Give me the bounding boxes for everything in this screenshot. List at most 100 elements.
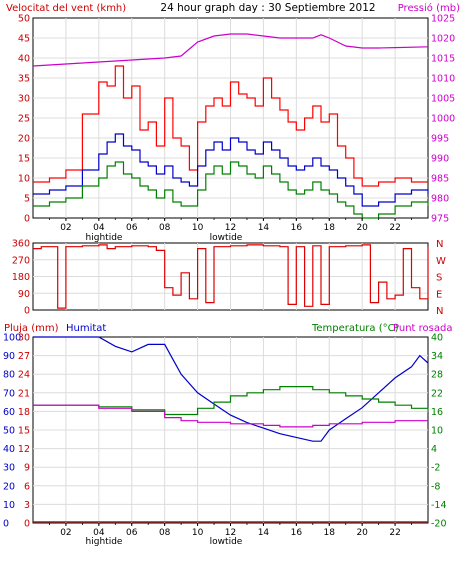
wind-axis-label: Velocitat del vent (kmh) (6, 3, 126, 14)
wind-x-tick-label: 08 (159, 223, 171, 233)
wind-y-tick-label: 20 (18, 134, 30, 145)
humidity-y-tick-label: 100 (3, 333, 21, 344)
humidity-y-tick-label: 50 (3, 426, 15, 437)
wind-y-tick-label: 30 (18, 94, 30, 105)
rain-y-tick-label: 15 (18, 426, 30, 437)
humidity-y-tick-label: 10 (3, 500, 15, 511)
humidity-y-tick-label: 90 (3, 351, 15, 362)
direction-y-tick-label: 0 (24, 306, 30, 317)
temperature-y-tick-label: 40 (431, 333, 443, 344)
rain-y-tick-label: 27 (18, 351, 30, 362)
wind-y-tick-label: 10 (18, 174, 30, 185)
pressure-y-tick-label: 985 (431, 174, 449, 185)
wind-x-tick-label: 02 (60, 223, 71, 233)
pressure-y-tick-label: 975 (431, 214, 449, 225)
wind-y-tick-label: 50 (18, 14, 30, 25)
wind-y-tick-label: 5 (24, 194, 30, 205)
pressure-axis-label: Pressió (mb) (398, 2, 460, 14)
temperature-y-tick-label: 4 (431, 444, 437, 455)
chart-title: 24 hour graph day : 30 Septiembre 2012 (160, 2, 375, 14)
direction-y-tick-label: 360 (12, 239, 30, 250)
humidity-y-tick-label: 80 (3, 370, 15, 381)
temperature-y-tick-label: 34 (431, 351, 443, 362)
tide-label-high-1: hightide (86, 233, 123, 243)
temperature-y-axis-ticks: -20 -14 -8 -2 4 10 16 22 28 34 40 (431, 333, 447, 530)
climate-x-tick-label: 02 (60, 528, 71, 538)
compass-label: E (436, 289, 442, 300)
pressure-y-tick-label: 1020 (431, 34, 455, 45)
wind-y-tick-label: 45 (18, 34, 30, 45)
rain-y-tick-label: 12 (18, 444, 30, 455)
compass-label: S (436, 273, 442, 284)
series-wind_min (33, 161, 429, 219)
rain-y-tick-label: 24 (18, 370, 30, 381)
wind-x-tick-label: 18 (324, 223, 336, 233)
temperature-axis-label: Temperatura (°C) (311, 323, 399, 334)
wind-x-tick-label: 10 (192, 223, 204, 233)
pressure-y-tick-label: 990 (431, 154, 449, 165)
pressure-y-tick-label: 1010 (431, 74, 455, 85)
tide-label-low-1: lowtide (210, 233, 243, 243)
wind-x-tick-label: 22 (389, 223, 400, 233)
temperature-y-tick-label: -8 (431, 481, 440, 492)
humidity-y-tick-label: 70 (3, 388, 15, 399)
wind-y-tick-label: 40 (18, 54, 30, 65)
rain-axis-label: Pluja (mm) (4, 323, 59, 334)
pressure-y-tick-label: 980 (431, 194, 449, 205)
direction-y-tick-label: 270 (12, 255, 30, 266)
wind-x-tick-label: 06 (126, 223, 138, 233)
climate-x-tick-label: 16 (291, 528, 303, 538)
rain-y-tick-label: 30 (18, 333, 30, 344)
rain-y-tick-label: 9 (24, 463, 30, 474)
climate-x-tick-label: 18 (324, 528, 336, 538)
wind-y-tick-label: 35 (18, 74, 30, 85)
series-humidity (33, 336, 429, 442)
rain-y-tick-label: 6 (24, 481, 30, 492)
temperature-y-tick-label: 16 (431, 407, 443, 418)
climate-x-tick-label: 08 (159, 528, 171, 538)
direction-y-tick-label: 180 (12, 272, 30, 283)
wind-y-tick-label: 15 (18, 154, 30, 165)
wind-pressure-series (32, 33, 429, 219)
wind-x-tick-label: 12 (225, 223, 236, 233)
climate-x-axis-ticks: 02 04 06 08 10 12 14 16 18 20 22 (49, 523, 412, 538)
humidity-y-tick-label: 60 (3, 407, 15, 418)
climate-series (33, 336, 429, 523)
wind-y-tick-label: 25 (18, 114, 30, 125)
series-pressure (32, 33, 429, 67)
tide-label-high-2: hightide (86, 537, 123, 547)
climate-x-tick-label: 06 (126, 528, 138, 538)
climate-panel-grid (33, 337, 428, 523)
climate-x-tick-label: 14 (258, 528, 270, 538)
rain-y-tick-label: 0 (24, 519, 30, 530)
pressure-y-axis-ticks: 975 980 985 990 995 1000 1005 1010 1015 1020 1025 (431, 14, 455, 225)
pressure-y-tick-label: 995 (431, 134, 449, 145)
climate-x-tick-label: 20 (356, 528, 368, 538)
humidity-y-axis-ticks: 0 10 20 30 40 50 60 70 80 90 100 (3, 333, 21, 530)
rain-y-tick-label: 18 (18, 407, 30, 418)
tide-label-low-2: lowtide (210, 537, 243, 547)
temperature-y-tick-label: 10 (431, 426, 443, 437)
wind-x-tick-label: 20 (356, 223, 368, 233)
humidity-axis-label: Humitat (66, 323, 106, 334)
climate-x-tick-label: 10 (192, 528, 204, 538)
temperature-y-tick-label: -14 (431, 500, 447, 511)
wind-y-axis-ticks: 0 5 10 15 20 25 30 35 40 45 50 (18, 14, 30, 225)
dewpoint-axis-label: Punt rosada (393, 323, 452, 334)
climate-x-tick-label: 12 (225, 528, 236, 538)
temperature-y-tick-label: 28 (431, 370, 443, 381)
humidity-y-tick-label: 40 (3, 444, 15, 455)
pressure-y-tick-label: 1005 (431, 94, 455, 105)
climate-x-tick-label: 22 (389, 528, 400, 538)
wind-x-axis-ticks: 02 04 06 08 10 12 14 16 18 20 22 (49, 218, 412, 233)
temperature-y-tick-label: -2 (431, 463, 440, 474)
temperature-y-tick-label: -20 (431, 519, 447, 530)
temperature-y-tick-label: 22 (431, 388, 443, 399)
rain-y-tick-label: 21 (18, 388, 30, 399)
wind-x-tick-label: 14 (258, 223, 270, 233)
rain-y-axis-ticks: 0 3 6 9 12 15 18 21 24 27 30 (18, 333, 30, 530)
humidity-y-tick-label: 30 (3, 463, 15, 474)
series-wind_gust (33, 65, 428, 187)
